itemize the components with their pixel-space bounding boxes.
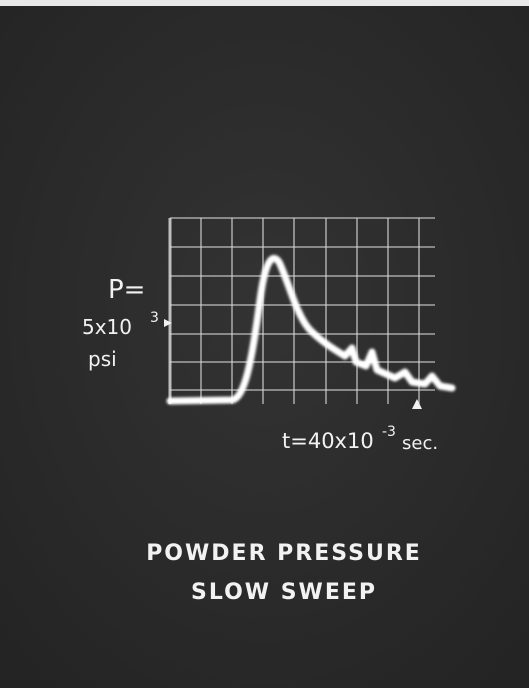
caption-line: SLOW SWEEP [191, 580, 377, 605]
time-unit: sec. [402, 433, 438, 454]
caption-line: POWDER PRESSURE [146, 541, 422, 566]
pressure-symbol: P= [108, 275, 145, 305]
photo: P= 5x10 3 psi t=40x10 -3 sec. POWDER PRE… [0, 0, 529, 688]
time-exponent: -3 [382, 424, 396, 440]
pressure-exponent: 3 [150, 310, 159, 326]
pressure-scale: 5x10 [82, 315, 132, 339]
pressure-unit: psi [88, 347, 117, 371]
top-edge [0, 0, 529, 6]
time-scale: t=40x10 [282, 429, 374, 453]
